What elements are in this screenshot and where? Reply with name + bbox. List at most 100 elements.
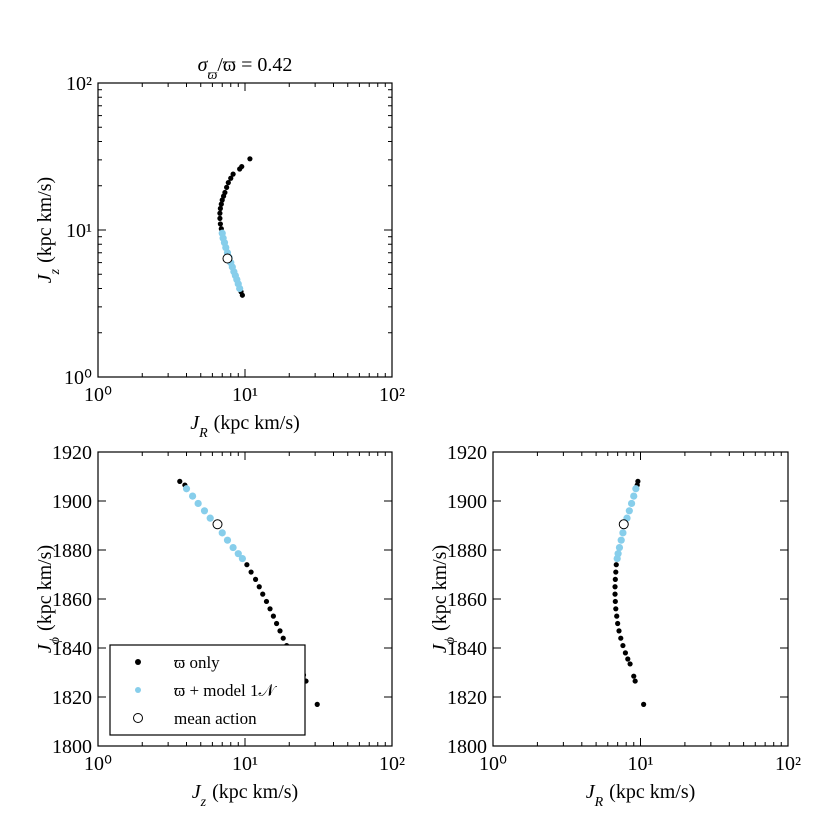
point	[244, 562, 250, 568]
y-tick-label: 1860	[52, 589, 92, 611]
point	[632, 678, 638, 684]
point	[177, 478, 183, 484]
point	[612, 576, 618, 583]
y-tick-label: 1860	[447, 589, 487, 611]
y-axis-label: Jϕ(kpc km/s)	[34, 545, 63, 653]
point	[222, 189, 228, 196]
point	[615, 620, 621, 627]
point	[224, 184, 230, 190]
point	[252, 576, 259, 583]
point	[625, 507, 633, 515]
legend-marker	[133, 713, 143, 723]
point	[239, 163, 245, 170]
y-tick-label: 1880	[52, 540, 92, 562]
point	[200, 507, 209, 515]
point	[273, 620, 280, 627]
point	[632, 485, 640, 493]
point	[228, 175, 234, 181]
point	[263, 598, 270, 605]
point	[612, 598, 618, 605]
point	[238, 554, 246, 563]
x-axis-label: JR (kpc km/s)	[586, 781, 696, 810]
point	[620, 642, 626, 649]
point	[314, 701, 320, 707]
legend-marker	[135, 659, 141, 665]
point	[217, 205, 223, 212]
axes-frame	[97, 82, 393, 378]
y-tick-label: 1900	[447, 491, 487, 513]
point	[613, 569, 619, 575]
x-tick-label: 10⁰	[84, 384, 112, 406]
point	[218, 229, 226, 237]
x-tick-label: 10¹	[232, 384, 258, 406]
point	[613, 606, 619, 612]
point	[622, 650, 629, 656]
point	[280, 635, 286, 641]
point	[618, 635, 624, 641]
point	[218, 201, 224, 207]
mean-marker	[222, 253, 233, 264]
y-tick-label: 1880	[447, 540, 487, 562]
point	[256, 584, 262, 590]
y-tick-label: 1900	[52, 491, 92, 513]
point	[630, 492, 638, 500]
mean-marker	[212, 519, 223, 530]
x-axis-label: Jz (kpc km/s)	[192, 781, 298, 810]
axes-frame	[492, 451, 789, 747]
legend-label: mean action	[174, 709, 257, 728]
point	[182, 485, 191, 493]
point	[248, 569, 254, 575]
x-tick-label: 10²	[775, 753, 801, 775]
point	[234, 550, 242, 558]
point	[627, 499, 636, 508]
point	[617, 536, 625, 544]
legend-label: ϖ + model 1𝒩	[174, 681, 278, 700]
y-tick-label: 1800	[447, 736, 487, 758]
point	[206, 514, 214, 522]
point	[260, 591, 266, 597]
x-tick-label: 10⁰	[84, 753, 112, 775]
point	[267, 606, 273, 612]
y-tick-label: 10¹	[66, 220, 92, 242]
y-tick-label: 10²	[66, 73, 92, 95]
mean-marker	[618, 519, 629, 530]
x-tick-label: 10²	[379, 384, 405, 406]
legend-marker	[135, 687, 141, 693]
point	[619, 529, 627, 537]
point	[217, 215, 223, 221]
point	[277, 628, 283, 634]
legend-label: ϖ only	[174, 653, 220, 672]
point	[613, 554, 621, 563]
point	[247, 156, 253, 162]
point	[218, 529, 226, 537]
point	[230, 171, 236, 177]
y-axis-label: Jz(kpc km/s)	[34, 177, 63, 283]
point	[225, 180, 231, 186]
x-tick-label: 10⁰	[479, 753, 507, 775]
point	[270, 613, 276, 619]
point	[616, 628, 622, 634]
y-tick-label: 1800	[52, 736, 92, 758]
point	[613, 562, 619, 568]
y-axis-label: Jϕ(kpc km/s)	[429, 545, 458, 653]
point	[229, 543, 237, 552]
y-tick-label: 1820	[447, 687, 487, 709]
x-tick-label: 10¹	[232, 753, 258, 775]
x-axis-label: JR (kpc km/s)	[190, 412, 300, 441]
point	[194, 499, 202, 508]
point	[217, 221, 223, 227]
point	[612, 584, 618, 590]
point	[625, 656, 631, 662]
point	[614, 613, 620, 619]
point	[641, 701, 647, 707]
y-tick-label: 1840	[447, 638, 487, 660]
y-tick-label: 1920	[52, 442, 92, 464]
point	[223, 536, 232, 544]
y-tick-label: 1840	[52, 638, 92, 660]
point	[615, 543, 624, 552]
x-tick-label: 10¹	[628, 753, 654, 775]
y-tick-label: 10⁰	[64, 367, 92, 389]
axes-frame	[97, 451, 393, 747]
point	[188, 492, 197, 500]
